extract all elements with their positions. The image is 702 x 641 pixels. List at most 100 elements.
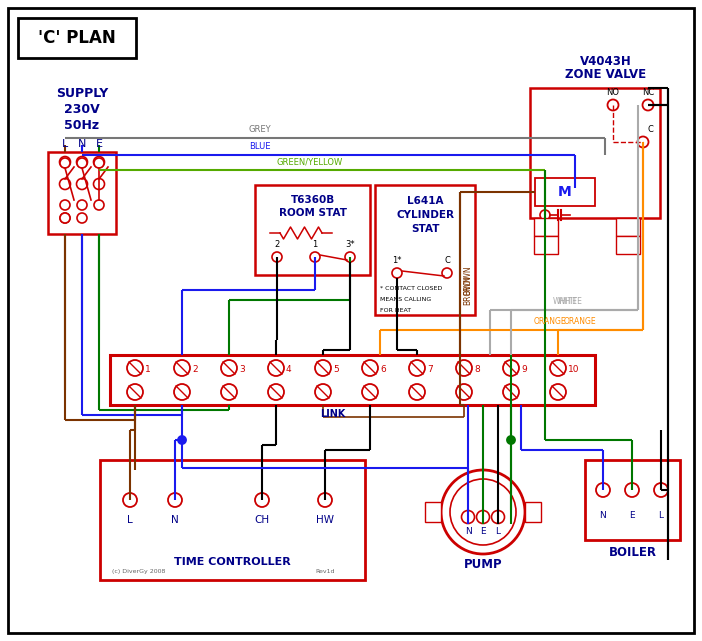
Bar bbox=[616, 218, 640, 236]
Text: 8: 8 bbox=[474, 365, 479, 374]
Text: 2: 2 bbox=[192, 365, 198, 374]
Text: 10: 10 bbox=[568, 365, 579, 374]
Circle shape bbox=[409, 384, 425, 400]
Bar bbox=[18, 18, 136, 58]
Text: ORANGE: ORANGE bbox=[564, 317, 596, 326]
Circle shape bbox=[507, 436, 515, 444]
Circle shape bbox=[60, 158, 70, 168]
Text: 5: 5 bbox=[333, 365, 339, 374]
Circle shape bbox=[174, 360, 190, 376]
Text: ROOM STAT: ROOM STAT bbox=[279, 208, 347, 218]
Text: STAT: STAT bbox=[411, 224, 439, 234]
Circle shape bbox=[362, 384, 378, 400]
Circle shape bbox=[60, 200, 70, 210]
Circle shape bbox=[345, 252, 355, 262]
Text: MEANS CALLING: MEANS CALLING bbox=[380, 297, 431, 302]
Text: WHITE: WHITE bbox=[552, 297, 578, 306]
Text: C: C bbox=[444, 256, 450, 265]
Text: 230V: 230V bbox=[64, 103, 100, 115]
Circle shape bbox=[123, 493, 137, 507]
Circle shape bbox=[77, 178, 88, 190]
Text: 3: 3 bbox=[239, 365, 245, 374]
Text: 'C' PLAN: 'C' PLAN bbox=[38, 29, 116, 47]
Bar bbox=[110, 355, 595, 405]
Text: HW: HW bbox=[316, 515, 334, 525]
Circle shape bbox=[450, 479, 516, 545]
Text: TIME CONTROLLER: TIME CONTROLLER bbox=[174, 557, 291, 567]
Text: 1: 1 bbox=[312, 240, 317, 249]
Circle shape bbox=[362, 360, 378, 376]
Circle shape bbox=[596, 483, 610, 497]
Circle shape bbox=[272, 252, 282, 262]
Circle shape bbox=[315, 360, 331, 376]
Circle shape bbox=[60, 213, 70, 223]
Text: N: N bbox=[78, 139, 86, 149]
Text: PUMP: PUMP bbox=[464, 558, 503, 571]
Bar bbox=[585, 460, 680, 540]
Circle shape bbox=[409, 360, 425, 376]
Text: BROWN: BROWN bbox=[463, 275, 472, 305]
Circle shape bbox=[456, 360, 472, 376]
Text: M: M bbox=[558, 185, 572, 199]
Circle shape bbox=[268, 384, 284, 400]
Text: L641A: L641A bbox=[406, 196, 443, 206]
Text: 7: 7 bbox=[427, 365, 432, 374]
Bar bbox=[425, 502, 441, 522]
Circle shape bbox=[94, 158, 104, 168]
Circle shape bbox=[441, 470, 525, 554]
Circle shape bbox=[491, 510, 505, 524]
Text: 4: 4 bbox=[286, 365, 291, 374]
Circle shape bbox=[93, 156, 105, 167]
Circle shape bbox=[392, 268, 402, 278]
Circle shape bbox=[456, 384, 472, 400]
Text: BOILER: BOILER bbox=[609, 546, 656, 559]
Circle shape bbox=[607, 99, 618, 110]
Text: FOR HEAT: FOR HEAT bbox=[380, 308, 411, 313]
Text: NO: NO bbox=[607, 88, 619, 97]
Text: N: N bbox=[600, 510, 607, 519]
Text: L: L bbox=[658, 510, 663, 519]
Text: SUPPLY: SUPPLY bbox=[56, 87, 108, 99]
Text: 2: 2 bbox=[274, 240, 279, 249]
Circle shape bbox=[442, 268, 452, 278]
Text: 9: 9 bbox=[521, 365, 526, 374]
Bar bbox=[48, 152, 116, 234]
Circle shape bbox=[318, 493, 332, 507]
Text: E: E bbox=[629, 510, 635, 519]
Text: 50Hz: 50Hz bbox=[65, 119, 100, 131]
Circle shape bbox=[221, 384, 237, 400]
Text: T6360B: T6360B bbox=[291, 195, 335, 205]
Text: 1: 1 bbox=[145, 365, 151, 374]
Bar bbox=[100, 460, 365, 580]
Text: WHITE: WHITE bbox=[557, 297, 583, 306]
Circle shape bbox=[255, 493, 269, 507]
Bar bbox=[534, 218, 558, 236]
Bar bbox=[616, 236, 640, 254]
Bar bbox=[535, 178, 595, 206]
Text: C: C bbox=[648, 125, 654, 134]
Circle shape bbox=[60, 213, 70, 223]
Circle shape bbox=[637, 137, 649, 147]
Circle shape bbox=[315, 384, 331, 400]
Text: ZONE VALVE: ZONE VALVE bbox=[565, 68, 647, 81]
Text: GREEN/YELLOW: GREEN/YELLOW bbox=[277, 157, 343, 166]
Text: Rev1d: Rev1d bbox=[315, 569, 334, 574]
Bar bbox=[255, 185, 370, 275]
Text: E: E bbox=[95, 139, 102, 149]
Circle shape bbox=[625, 483, 639, 497]
Text: L: L bbox=[496, 528, 501, 537]
Circle shape bbox=[461, 510, 475, 524]
Text: BROWN: BROWN bbox=[463, 265, 472, 295]
Circle shape bbox=[168, 493, 182, 507]
Circle shape bbox=[77, 158, 87, 168]
Circle shape bbox=[77, 213, 87, 223]
Circle shape bbox=[503, 384, 519, 400]
Text: V4043H: V4043H bbox=[580, 55, 632, 68]
Circle shape bbox=[94, 200, 104, 210]
Circle shape bbox=[540, 210, 550, 220]
Circle shape bbox=[93, 178, 105, 190]
Circle shape bbox=[60, 178, 70, 190]
Text: (c) DiverGy 2008: (c) DiverGy 2008 bbox=[112, 569, 166, 574]
Circle shape bbox=[77, 156, 88, 167]
Circle shape bbox=[550, 384, 566, 400]
